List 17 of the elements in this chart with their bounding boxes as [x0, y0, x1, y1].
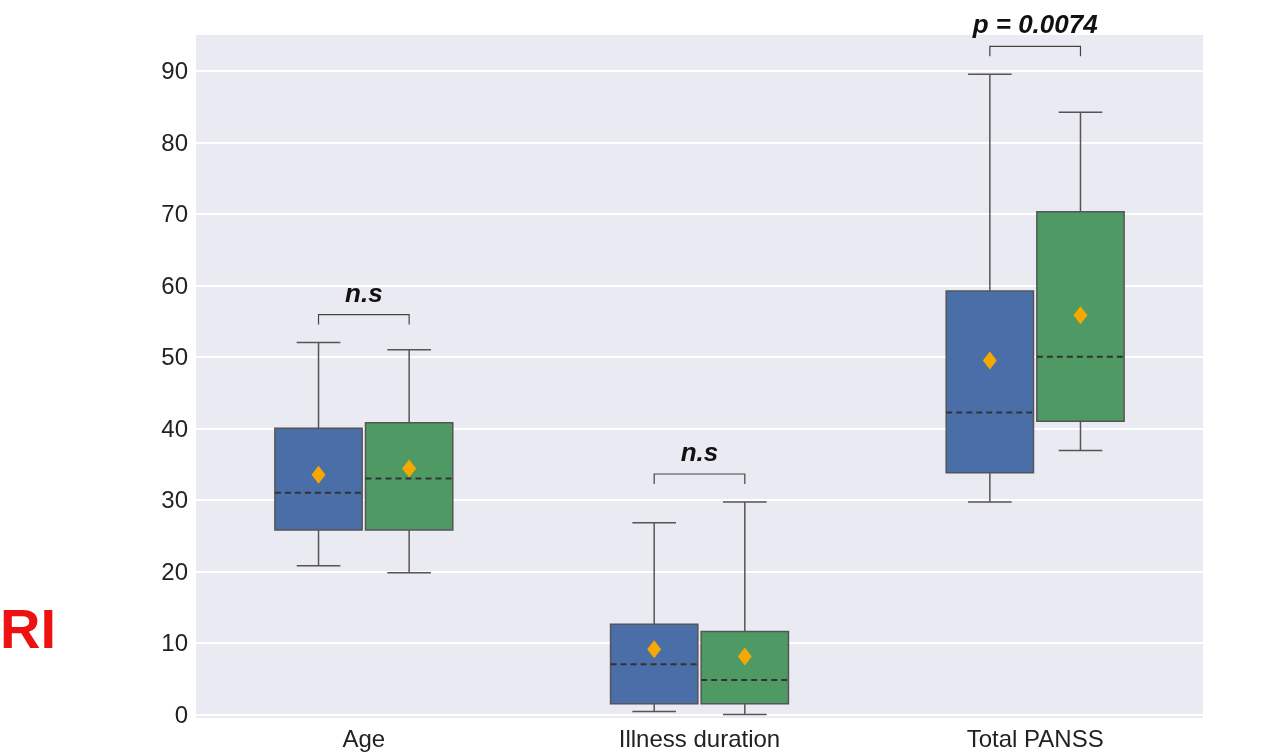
y-tick-label: 10 [161, 629, 188, 657]
y-tick-label: 80 [161, 128, 188, 156]
y-tick-label: 60 [161, 271, 188, 299]
x-tick-label: Illness duration [618, 724, 781, 752]
x-tick-label: Age [342, 724, 386, 752]
annotation: p = 0.0074 [971, 9, 1099, 40]
y-tick-label: 40 [161, 414, 188, 442]
text: RI [0, 596, 56, 660]
y-tick-label: 30 [161, 486, 188, 514]
x-tick-label: Total PANSS [966, 724, 1104, 752]
y-tick-label: 50 [161, 343, 188, 371]
annotation: n.s [680, 437, 719, 468]
y-tick-label: 70 [161, 200, 188, 228]
y-tick-label: 0 [174, 700, 188, 728]
y-tick-label: 20 [161, 557, 188, 585]
annotation: n.s [345, 277, 383, 308]
y-tick-label: 90 [161, 57, 188, 85]
